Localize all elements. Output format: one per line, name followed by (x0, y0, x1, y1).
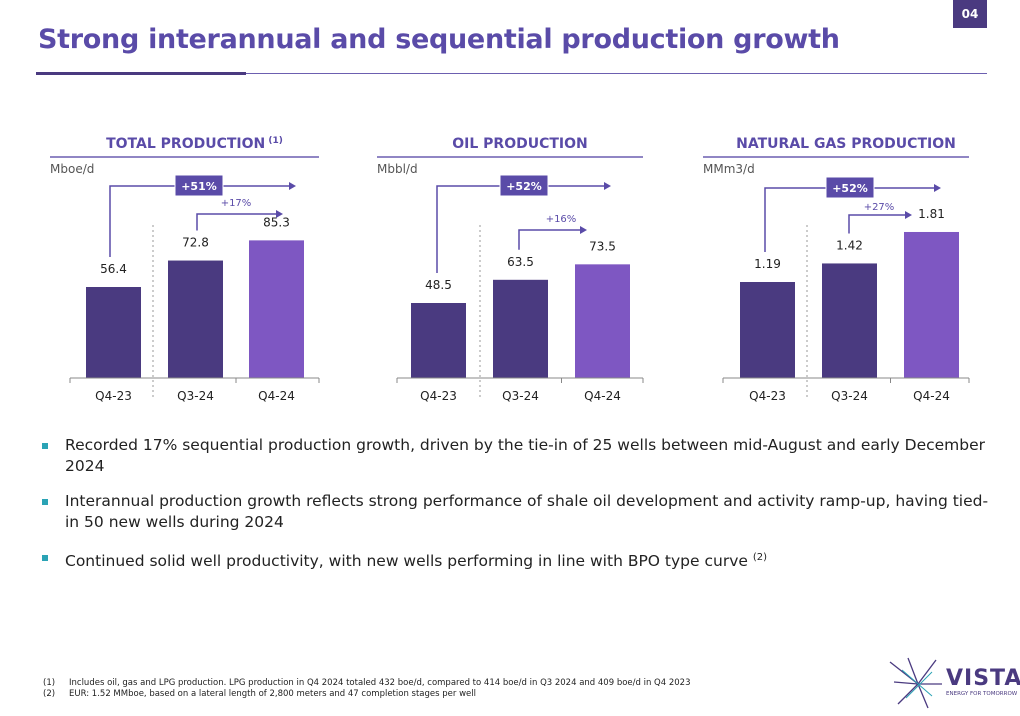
interannual-growth-label: +52% (506, 180, 542, 193)
unit-label: MMm3/d (703, 162, 755, 176)
logo-wordmark: VISTA (946, 666, 1020, 691)
sequential-growth-bracket (518, 229, 580, 250)
bar (168, 260, 223, 378)
footnote-text: EUR: 1.52 MMboe, based on a lateral leng… (69, 689, 476, 699)
interannual-growth-bracket (109, 185, 289, 257)
sequential-growth-bracket (848, 214, 905, 234)
footnote: (2) EUR: 1.52 MMboe, based on a lateral … (43, 689, 691, 700)
x-tick-label: Q3-24 (177, 389, 214, 403)
footnote-ref: (2) (752, 552, 767, 563)
data-label: 1.81 (918, 207, 945, 221)
chart-title-footnote-ref: (1) (265, 136, 283, 146)
chart-title: TOTAL PRODUCTION (1) (106, 136, 283, 152)
x-tick-label: Q4-24 (258, 389, 295, 403)
chart-title: OIL PRODUCTION (452, 136, 588, 152)
footnote-text: Includes oil, gas and LPG production. LP… (69, 678, 691, 688)
bullet-item: Interannual production growth reflects s… (40, 491, 990, 533)
bar (740, 282, 795, 378)
sequential-growth-label: +16% (546, 214, 577, 225)
bar (904, 231, 959, 378)
bullet-list: Recorded 17% sequential production growt… (40, 435, 990, 586)
page-number: 04 (953, 0, 987, 28)
arrowhead-icon (580, 226, 587, 234)
interannual-growth-label: +52% (832, 182, 868, 195)
bullet-text: Recorded 17% sequential production growt… (65, 436, 986, 475)
production-charts: TOTAL PRODUCTION (1) Mboe/d 56.4 Q4-23 72.8 Q… (50, 136, 970, 403)
data-label: 73.5 (589, 239, 616, 253)
logo-tagline: ENERGY FOR TOMORROW (946, 691, 1018, 697)
bar (822, 263, 877, 378)
arrowhead-icon (276, 210, 283, 218)
data-label: 1.19 (754, 257, 781, 271)
bullet-marker (42, 499, 48, 505)
bar (493, 279, 548, 378)
bullet-marker (42, 443, 48, 449)
data-label: 85.3 (263, 215, 290, 229)
unit-label: Mboe/d (50, 162, 94, 176)
arrowhead-icon (934, 184, 941, 192)
bullet-text: Continued solid well productivity, with … (65, 552, 753, 571)
growth-badge (174, 174, 224, 197)
vista-logo: VISTA ENERGY FOR TOMORROW (888, 654, 1020, 710)
x-tick-label: Q4-23 (95, 389, 132, 403)
sequential-growth-label: +17% (221, 198, 252, 209)
chart-title: NATURAL GAS PRODUCTION (736, 136, 956, 152)
arrowhead-icon (905, 211, 912, 219)
footnote: (1) Includes oil, gas and LPG production… (43, 678, 691, 689)
bullet-text: Interannual production growth reflects s… (65, 492, 989, 531)
interannual-growth-label: +51% (181, 180, 217, 193)
bar (249, 240, 304, 378)
x-tick-label: Q4-24 (584, 389, 621, 403)
footnote-number: (2) (43, 689, 56, 699)
title-divider-accent (36, 72, 246, 75)
data-label: 1.42 (836, 238, 863, 252)
x-tick-label: Q4-24 (913, 389, 950, 403)
arrowhead-icon (604, 182, 611, 190)
footnotes: (1) Includes oil, gas and LPG production… (43, 678, 691, 700)
data-label: 72.8 (182, 236, 209, 250)
interannual-growth-bracket (764, 187, 934, 252)
data-label: 56.4 (100, 262, 127, 276)
bar (86, 287, 141, 378)
x-tick-label: Q4-23 (420, 389, 457, 403)
x-tick-label: Q3-24 (502, 389, 539, 403)
x-tick-label: Q4-23 (749, 389, 786, 403)
bar (575, 264, 630, 378)
bullet-item: Continued solid well productivity, with … (40, 547, 990, 572)
star-burst-icon (889, 657, 942, 709)
data-label: 63.5 (507, 255, 534, 269)
title-divider (36, 73, 987, 74)
growth-badge (499, 174, 549, 197)
bar (411, 303, 466, 378)
bullet-marker (42, 555, 48, 561)
growth-badge (825, 176, 875, 199)
bullet-item: Recorded 17% sequential production growt… (40, 435, 990, 477)
unit-label: Mbbl/d (377, 162, 418, 176)
footnote-number: (1) (43, 678, 56, 688)
arrowhead-icon (289, 182, 296, 190)
sequential-growth-label: +27% (864, 202, 895, 213)
sequential-growth-bracket (196, 213, 276, 231)
x-tick-label: Q3-24 (831, 389, 868, 403)
page-title: Strong interannual and sequential produc… (38, 24, 840, 55)
data-label: 48.5 (425, 278, 452, 292)
